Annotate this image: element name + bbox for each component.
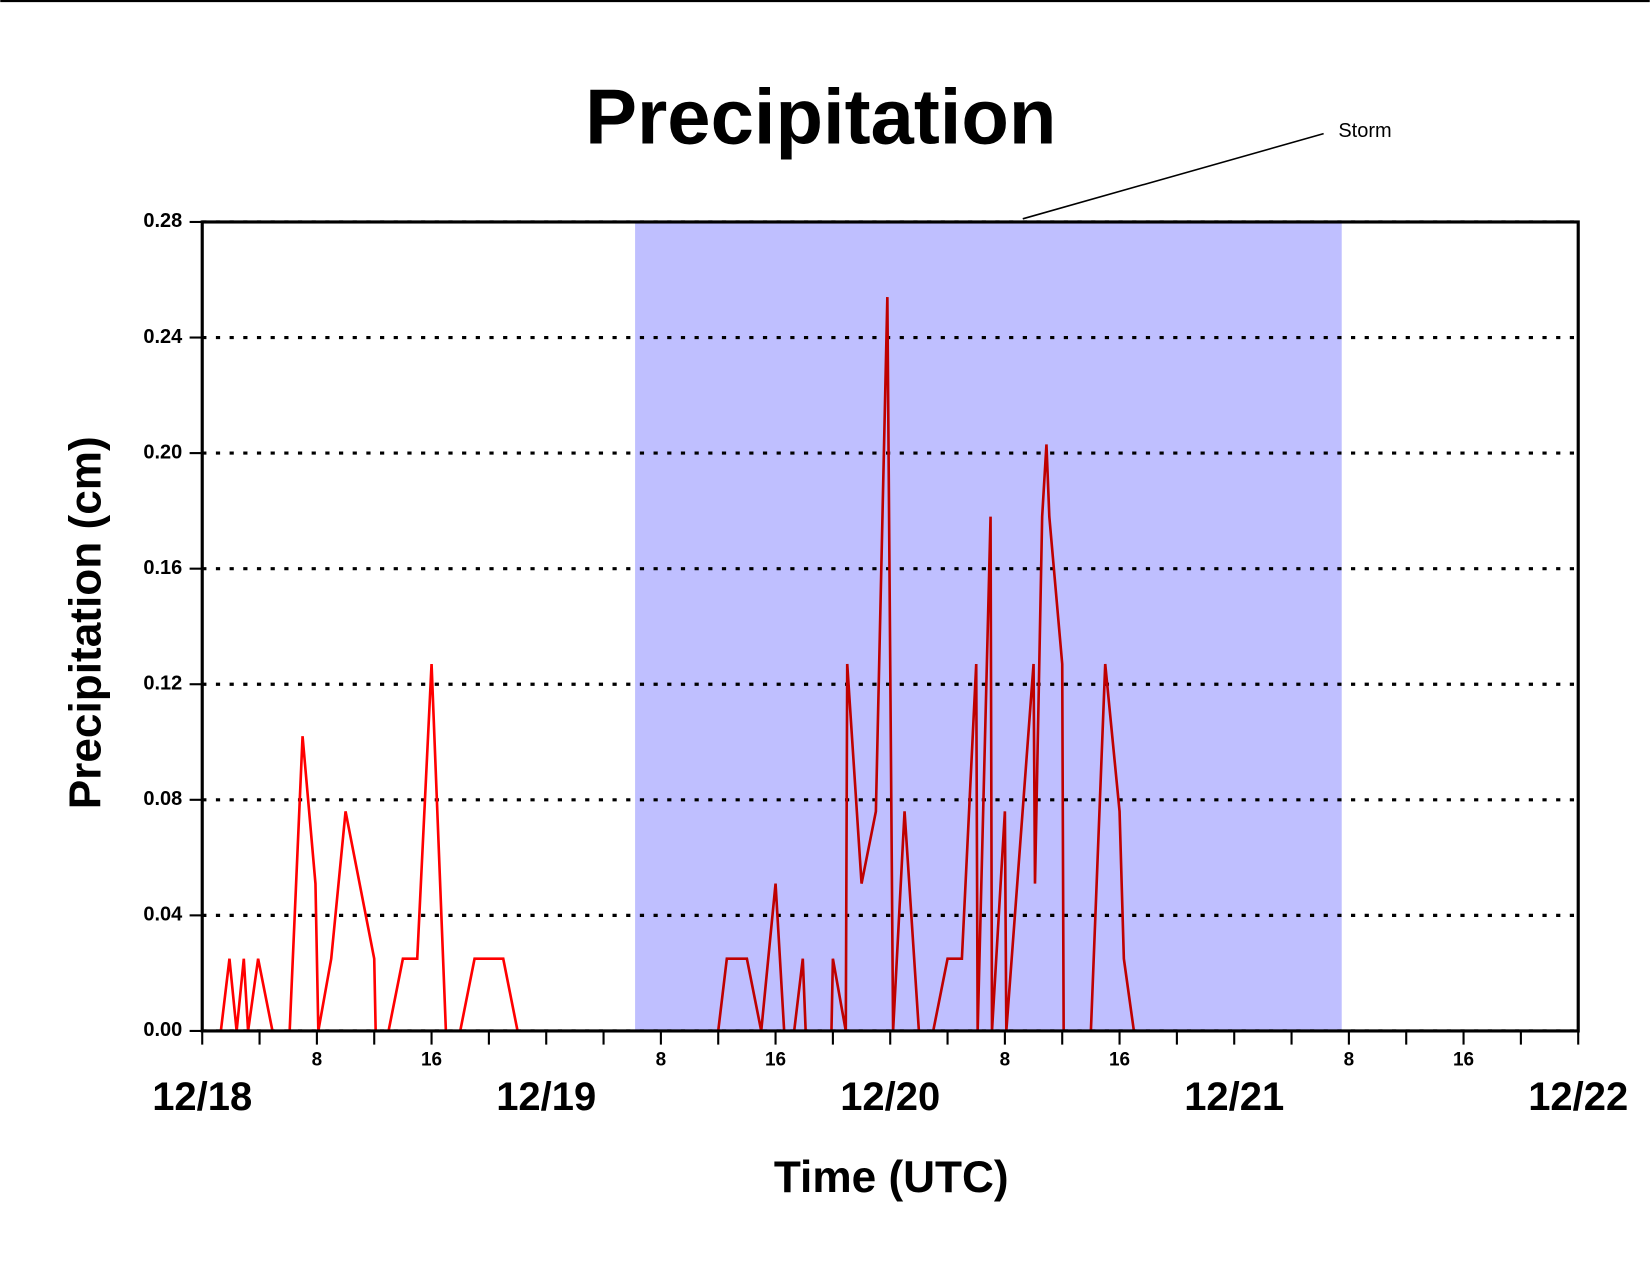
y-tick-label: 0.16	[143, 557, 182, 579]
x-day-label: 12/21	[1184, 1075, 1284, 1119]
y-tick-label: 0.08	[143, 788, 182, 810]
plot-frame	[200, 220, 1580, 1033]
y-tick-label: 0.12	[143, 673, 182, 695]
x-day-label: 12/19	[496, 1075, 596, 1119]
x-day-label: 12/22	[1528, 1075, 1628, 1119]
y-tick-label: 0.28	[143, 210, 182, 232]
y-tick-label: 0.04	[143, 904, 182, 926]
y-tick-label: 0.20	[143, 441, 182, 463]
annotation-leader	[1022, 132, 1324, 220]
x-hour-label: 8	[312, 1049, 323, 1070]
y-tick-label: 0.24	[143, 326, 182, 348]
y-tick-label: 0.00	[143, 1019, 182, 1041]
x-hour-label: 16	[1109, 1049, 1130, 1070]
x-day-label: 12/18	[152, 1075, 252, 1119]
annotation-label: Storm	[1338, 120, 1391, 142]
x-day-label: 12/20	[840, 1075, 940, 1119]
x-hour-label: 16	[421, 1049, 442, 1070]
x-hour-label: 8	[656, 1049, 667, 1070]
y-axis-title: Precipitation (cm)	[61, 436, 110, 809]
chart-title: Precipitation	[585, 75, 1056, 161]
x-hour-label: 8	[1000, 1049, 1011, 1070]
x-hour-label: 16	[1453, 1049, 1474, 1070]
x-hour-label: 8	[1344, 1049, 1355, 1070]
x-axis-title: Time (UTC)	[774, 1153, 1009, 1202]
x-hour-label: 16	[765, 1049, 786, 1070]
storm-region	[635, 221, 1342, 1031]
